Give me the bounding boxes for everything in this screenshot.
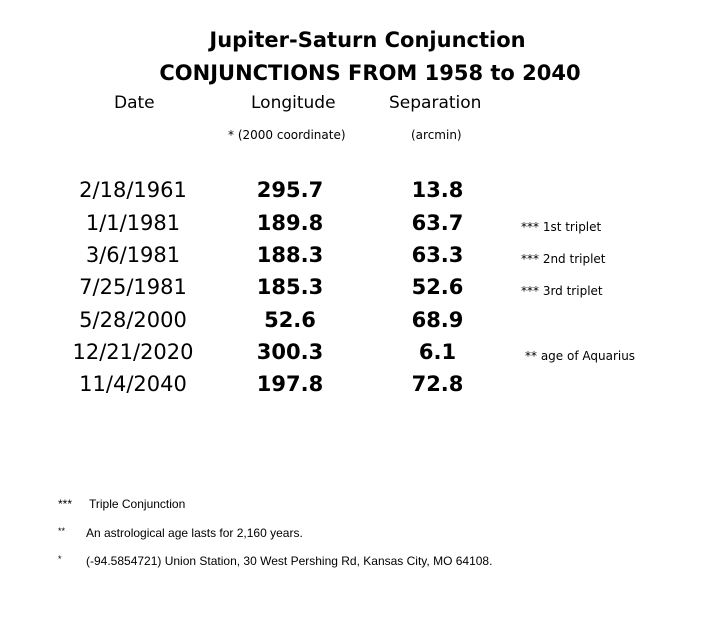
separation-cell: 63.7: [411, 211, 464, 235]
date-cell: 5/28/2000: [79, 308, 187, 332]
row-note: *** 1st triplet: [521, 220, 602, 234]
date-cell: 3/6/1981: [85, 243, 181, 267]
separation-cell: 52.6: [411, 275, 464, 299]
table-row: 7/25/1981 185.3 52.6 *** 3rd triplet: [0, 275, 705, 307]
separation-cell: 68.9: [411, 308, 464, 332]
footnote-mark: ***: [58, 497, 73, 511]
footnote-text: An astrological age lasts for 2,160 year…: [86, 526, 303, 540]
footnote-text: (-94.5854721) Union Station, 30 West Per…: [86, 554, 493, 568]
table-row: 1/1/1981 189.8 63.7 *** 1st triplet: [0, 211, 705, 243]
footnote-text: Triple Conjunction: [89, 497, 186, 511]
separation-cell: 63.3: [411, 243, 464, 267]
table-row: 3/6/1981 188.3 63.3 *** 2nd triplet: [0, 243, 705, 275]
page-title: Jupiter-Saturn Conjunction: [209, 28, 526, 52]
longitude-cell: 300.3: [256, 340, 324, 364]
longitude-cell: 189.8: [256, 211, 324, 235]
row-note: ** age of Aquarius: [525, 349, 636, 363]
longitude-cell: 197.8: [256, 372, 324, 396]
date-cell: 2/18/1961: [79, 178, 187, 202]
separation-column-header: Separation: [389, 93, 482, 113]
page-subtitle: CONJUNCTIONS FROM 1958 to 2040: [159, 61, 581, 85]
date-cell: 7/25/1981: [79, 275, 187, 299]
footnote-mark: **: [58, 526, 66, 536]
separation-cell: 13.8: [411, 178, 464, 202]
longitude-cell: 295.7: [256, 178, 324, 202]
separation-cell: 6.1: [418, 340, 457, 364]
row-note: *** 3rd triplet: [521, 284, 603, 298]
table-row: 2/18/1961 295.7 13.8: [0, 178, 705, 210]
longitude-coordinate-note: * (2000 coordinate): [228, 128, 346, 142]
row-note: *** 2nd triplet: [521, 252, 606, 266]
table-row: 5/28/2000 52.6 68.9: [0, 308, 705, 340]
longitude-cell: 185.3: [256, 275, 324, 299]
longitude-column-header: Longitude: [251, 93, 336, 113]
date-cell: 1/1/1981: [85, 211, 181, 235]
table-row: 12/21/2020 300.3 6.1 ** age of Aquarius: [0, 340, 705, 372]
date-cell: 11/4/2040: [79, 372, 187, 396]
longitude-cell: 52.6: [264, 308, 316, 332]
date-cell: 12/21/2020: [72, 340, 194, 364]
separation-unit-label: (arcmin): [411, 128, 462, 142]
separation-cell: 72.8: [411, 372, 464, 396]
table-row: 11/4/2040 197.8 72.8: [0, 372, 705, 404]
footnote-mark: *: [58, 554, 62, 564]
longitude-cell: 188.3: [256, 243, 324, 267]
date-column-header: Date: [114, 93, 155, 113]
